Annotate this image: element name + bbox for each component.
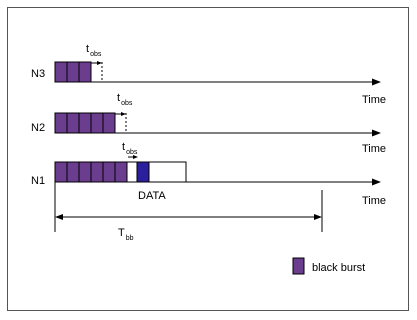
row-n2: N2 Time tobs: [31, 92, 386, 155]
burst-slot: [114, 161, 128, 183]
tobs-label-n2: tobs: [117, 92, 133, 107]
tobs-label-n1: tobs: [122, 141, 138, 156]
burst-blocks-n2: [54, 112, 116, 134]
legend-label: black burst: [312, 262, 365, 274]
node-label-n3: N3: [31, 68, 45, 80]
burst-slot: [78, 112, 92, 134]
tobs-arrowhead-n2: [121, 112, 126, 116]
row-n3: N3 Time tobs: [31, 43, 386, 106]
node-label-n1: N1: [31, 175, 45, 187]
tobs-label-n3: tobs: [86, 43, 102, 58]
burst-slot: [54, 161, 68, 183]
observation-gap-n1: [126, 161, 138, 183]
time-label-n1: Time: [362, 195, 386, 207]
burst-slot: [78, 161, 92, 183]
data-start-block-n1: [136, 161, 150, 183]
burst-blocks-n1: [54, 161, 128, 183]
legend-swatch-black-burst: [292, 257, 305, 275]
node-label-n2: N2: [31, 122, 45, 134]
burst-blocks-n3: [54, 61, 92, 83]
burst-slot: [90, 112, 104, 134]
tbb-left-arrowhead: [55, 214, 63, 220]
time-arrowhead-n2: [372, 129, 381, 137]
legend: black burst: [292, 257, 365, 275]
burst-slot: [54, 61, 68, 83]
tbb-span: Tbb: [54, 182, 323, 242]
tbb-label: Tbb: [118, 227, 134, 242]
time-arrowhead-n1: [372, 178, 381, 186]
burst-slot: [54, 112, 68, 134]
burst-slot: [66, 161, 80, 183]
burst-slot: [90, 161, 104, 183]
time-label-n3: Time: [362, 94, 386, 106]
tobs-arrowhead-n3: [97, 61, 102, 65]
row-n1: N1 Time DATA tobs: [31, 141, 386, 207]
time-label-n2: Time: [362, 143, 386, 155]
data-label: DATA: [138, 190, 166, 202]
burst-slot: [102, 112, 116, 134]
time-arrowhead-n3: [372, 78, 381, 86]
diagram-frame: [7, 7, 409, 311]
tobs-arrowhead-n1: [133, 155, 138, 159]
burst-slot: [102, 161, 116, 183]
burst-slot: [66, 112, 80, 134]
tbb-right-arrowhead: [314, 214, 322, 220]
burst-slot: [66, 61, 80, 83]
data-frame-n1: [148, 161, 187, 183]
burst-slot: [78, 61, 92, 83]
